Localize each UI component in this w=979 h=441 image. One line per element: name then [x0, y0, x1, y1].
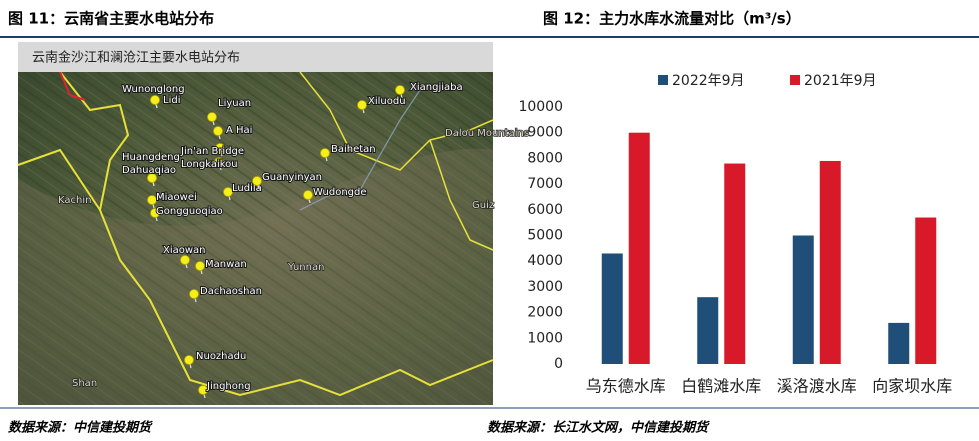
place-label: Wunonglong — [122, 84, 185, 95]
pin — [195, 261, 205, 271]
map-border — [59, 71, 494, 397]
pin — [215, 143, 225, 153]
pin — [180, 255, 190, 265]
y-tick-label: 7000 — [527, 176, 563, 192]
place-label: Xiangjiaba — [410, 82, 463, 93]
map-border — [17, 148, 101, 211]
place-label: Nuozhadu — [196, 351, 246, 362]
y-tick-label: 2000 — [527, 305, 563, 321]
bar — [697, 297, 719, 364]
region-label: Yunnan — [287, 262, 324, 273]
place-label: Liyuan — [218, 98, 251, 109]
x-tick-label: 向家坝水库 — [872, 377, 952, 396]
y-tick-label: 5000 — [527, 228, 563, 244]
right-source: 数据来源：长江水文网，中信建投期货 — [487, 420, 710, 436]
y-tick-label: 3000 — [527, 279, 563, 295]
place-label: Manwan — [205, 259, 247, 270]
place-label: Jinghong — [206, 381, 251, 392]
place-label: Lidi — [163, 95, 180, 106]
legend-swatch — [790, 75, 800, 85]
y-tick-label: 6000 — [527, 202, 563, 218]
place-label: Wudongde — [313, 187, 367, 198]
map-river — [299, 89, 421, 211]
y-tick-label: 9000 — [527, 125, 563, 141]
map-title: 云南金沙江和澜沧江主要水电站分布 — [32, 50, 240, 66]
pin — [207, 112, 217, 122]
legend-label: 2022年9月 — [672, 73, 745, 89]
bar — [724, 163, 746, 364]
bar — [819, 160, 841, 364]
place-label: Gongguoqiao — [156, 206, 223, 217]
place-label: Xiluodu — [368, 96, 406, 107]
pin — [395, 85, 405, 95]
y-tick-label: 8000 — [527, 150, 563, 166]
y-tick-label: 4000 — [527, 253, 563, 269]
legend-label: 2021年9月 — [804, 73, 877, 89]
place-label: Guanyinyan — [262, 172, 322, 183]
region-label: Dalou Mountains — [445, 128, 529, 139]
pin — [223, 187, 233, 197]
pin — [357, 100, 367, 110]
pin — [150, 95, 160, 105]
chart-title: 图 12：主力水库水流量对比（m³/s） — [543, 10, 801, 28]
x-tick-label: 乌东德水库 — [586, 377, 666, 396]
pin — [303, 190, 313, 200]
pin — [189, 289, 199, 299]
y-tick-label: 10000 — [518, 99, 563, 115]
pin — [198, 385, 208, 395]
bar — [792, 235, 814, 364]
pin — [147, 173, 157, 183]
place-label: Baihetan — [331, 144, 376, 155]
pin — [320, 148, 330, 158]
bar — [601, 253, 623, 364]
place-label: Dachaoshan — [200, 286, 262, 297]
map-ridges — [18, 72, 493, 405]
legend-swatch — [658, 75, 668, 85]
place-label: A Hai — [226, 125, 252, 136]
pin — [213, 126, 223, 136]
place-label: Xiaowan — [163, 245, 206, 256]
place-label: Huangdeng — [122, 152, 180, 163]
map-border — [429, 139, 494, 251]
pin — [147, 195, 157, 205]
pin — [150, 208, 160, 218]
bar — [888, 322, 910, 364]
region-label: Shan — [72, 378, 97, 389]
map-border — [299, 71, 494, 171]
map-border-disputed — [59, 71, 86, 101]
bar — [915, 217, 937, 364]
place-label: Longkaikou — [181, 159, 238, 170]
region-label: Kachin — [58, 195, 91, 206]
x-tick-label: 白鹤滩水库 — [681, 377, 761, 396]
map-plateau — [18, 148, 493, 406]
y-tick-label: 0 — [554, 356, 563, 372]
x-tick-label: 溪洛渡水库 — [777, 377, 857, 396]
pin — [214, 157, 224, 167]
pin — [184, 355, 194, 365]
y-tick-label: 1000 — [527, 330, 563, 346]
place-label: Miaowei — [156, 192, 197, 203]
pin — [252, 176, 262, 186]
left-source: 数据来源：中信建投期货 — [8, 420, 153, 436]
bar — [628, 132, 650, 364]
left-figure-title: 图 11：云南省主要水电站分布 — [8, 10, 214, 28]
place-label: Jin'an Bridge — [180, 146, 244, 157]
map-header — [18, 42, 493, 72]
place-label: Dahuaqiao — [122, 165, 176, 176]
region-label: Guiz — [472, 200, 494, 211]
